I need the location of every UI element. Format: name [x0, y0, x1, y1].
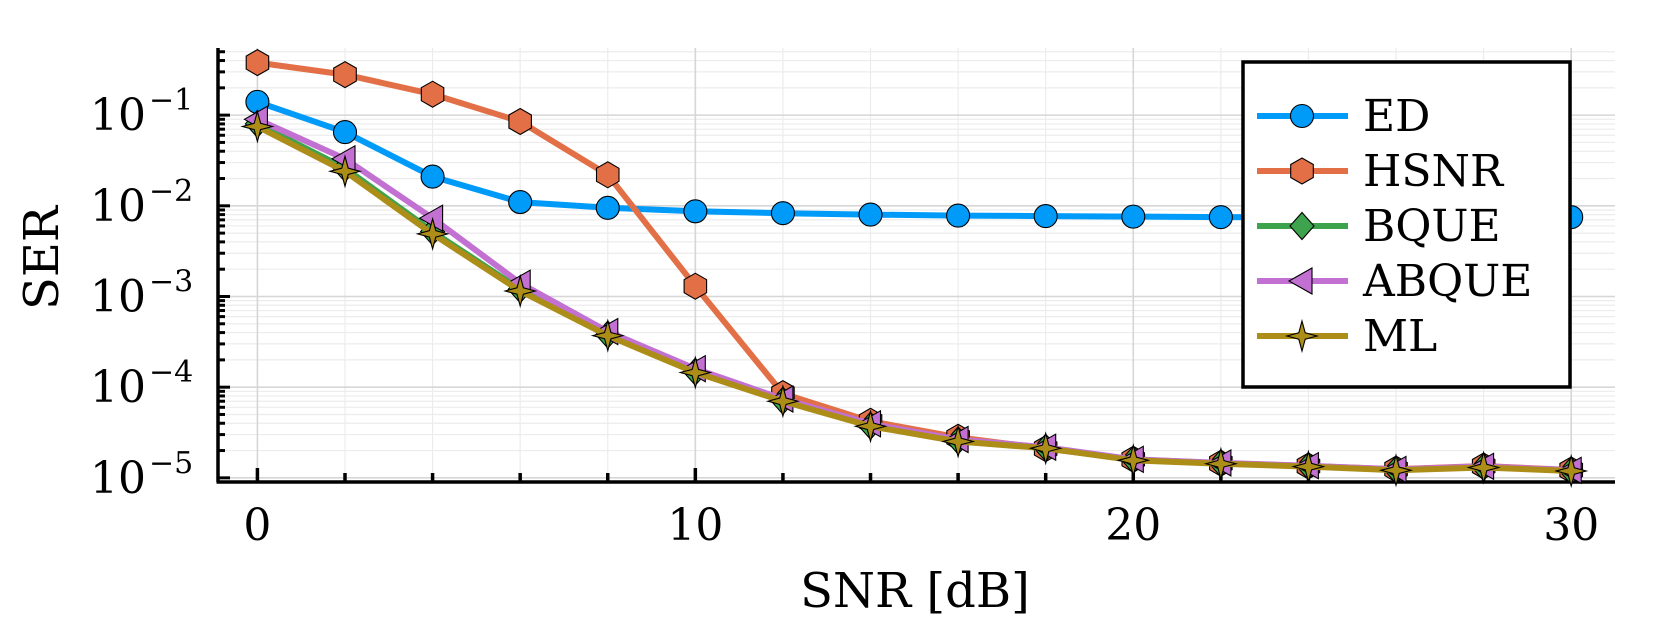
data-point-ml — [1291, 449, 1326, 484]
x-tick-label: 30 — [1543, 500, 1599, 551]
legend-marker-ed — [1289, 103, 1315, 129]
data-point-ml — [940, 424, 976, 459]
axes: 0 10 20 30 10−1 10−2 10−3 10−4 10−5 — [90, 48, 1615, 551]
data-point-ml — [415, 216, 450, 252]
data-point-hsnr — [508, 107, 532, 136]
y-tick-label: 10 −2 — [90, 174, 193, 232]
x-tick-label: 0 — [243, 500, 271, 551]
legend-item-ed: ED — [1257, 91, 1430, 142]
data-point-ml — [1116, 443, 1151, 478]
data-point-ml — [1028, 431, 1063, 466]
legend-item-ml: ML — [1257, 311, 1437, 362]
legend-item-abque: ABQUE — [1257, 256, 1532, 307]
data-point-ml — [1203, 446, 1239, 481]
data-point-ed — [770, 201, 795, 226]
legend-marker-hsnr — [1290, 157, 1314, 185]
data-point-hsnr — [333, 60, 357, 89]
data-point-ml — [765, 384, 801, 419]
y-tick-label: 10 −1 — [90, 83, 193, 141]
data-point-ed — [1033, 204, 1058, 229]
y-tick-label: 10 −5 — [90, 446, 193, 504]
legend-label-hsnr: HSNR — [1363, 146, 1505, 197]
data-point-ed — [508, 190, 533, 215]
y-tick-label: 10 −4 — [90, 355, 193, 413]
data-point-ed — [332, 120, 358, 145]
data-point-ed — [1208, 205, 1233, 230]
series-line-ml — [254, 123, 1575, 474]
data-point-ed — [420, 164, 445, 189]
legend-marker-ml — [1284, 318, 1320, 354]
data-point-ml — [503, 273, 538, 309]
series-ml — [240, 109, 1589, 489]
x-tick-label: 20 — [1105, 500, 1161, 551]
data-point-hsnr — [595, 161, 620, 189]
data-point-ed — [1121, 204, 1146, 229]
data-point-ed — [946, 203, 971, 228]
legend-label-ed: ED — [1363, 91, 1430, 142]
data-point-hsnr — [683, 272, 708, 300]
data-point-ml — [327, 154, 363, 189]
series-lines — [240, 48, 1589, 489]
data-point-ml — [1554, 453, 1589, 489]
data-point-ml — [1378, 453, 1414, 488]
data-point-ml — [678, 355, 713, 390]
legend-label-abque: ABQUE — [1362, 256, 1532, 307]
data-point-ml — [590, 318, 625, 353]
data-point-ed — [595, 195, 620, 220]
legend-item-bque: BQUE — [1257, 201, 1501, 252]
data-point-hsnr — [245, 48, 270, 77]
x-axis-label: SNR [dB] — [800, 563, 1030, 619]
x-tick-label: 10 — [667, 500, 723, 551]
legend-label-ml: ML — [1363, 311, 1437, 362]
y-axis-label: SER — [14, 204, 70, 310]
y-tick-label: 10 −3 — [90, 264, 193, 322]
legend-label-bque: BQUE — [1363, 201, 1501, 252]
data-point-ed — [858, 202, 883, 227]
data-point-ed — [683, 199, 708, 224]
legend-marker-abque — [1287, 267, 1313, 295]
legend-marker-bque — [1289, 211, 1315, 241]
data-point-ml — [240, 109, 275, 144]
data-point-ml — [1466, 450, 1501, 485]
legend-item-hsnr: HSNR — [1257, 146, 1505, 197]
data-point-hsnr — [420, 80, 445, 108]
data-point-ml — [853, 409, 888, 444]
